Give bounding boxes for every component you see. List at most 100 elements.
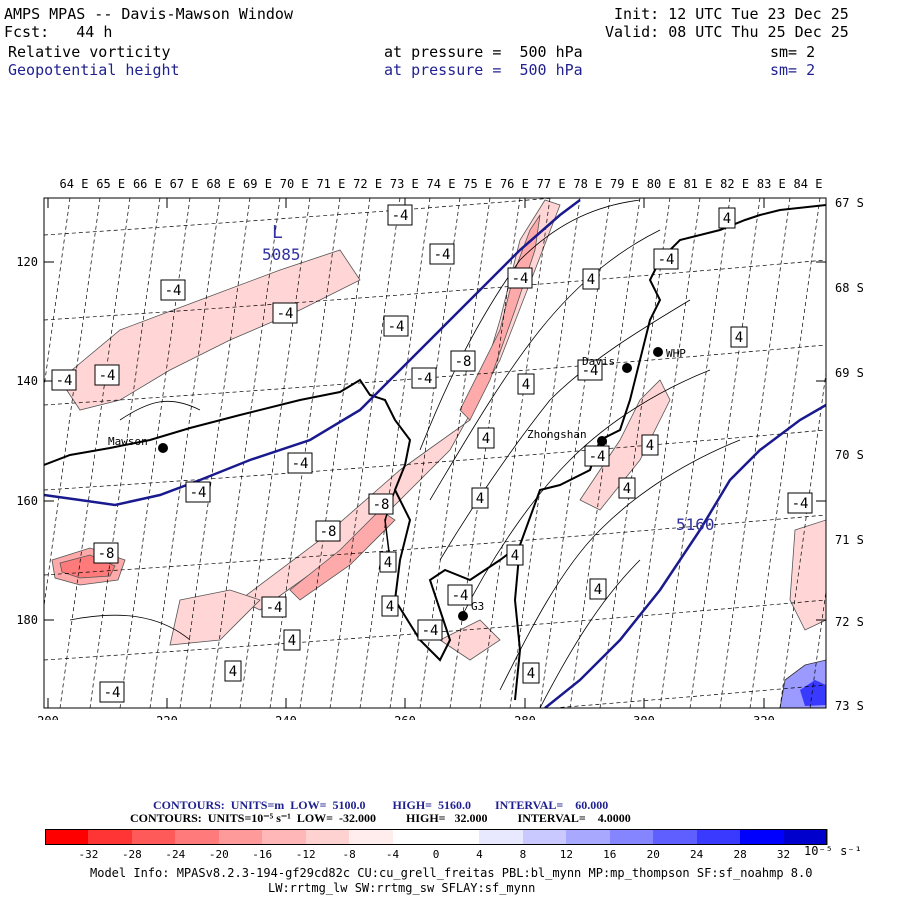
y-axis-label: 140 (16, 374, 38, 388)
model-info: Model Info: MPASv8.2.3-194-gf29cd82c CU:… (90, 866, 813, 880)
field2-level: at pressure = 500 hPa (384, 61, 583, 79)
lon-label: 77 E (537, 177, 566, 191)
lon-label: 74 E (427, 177, 456, 191)
lon-label: 73 E (390, 177, 419, 191)
vorticity-label: 4 (471, 487, 489, 509)
station-davis[interactable]: Davis (582, 355, 632, 373)
lon-label: 65 E (96, 177, 125, 191)
color-bar-tick: 16 (603, 848, 617, 861)
svg-text:-4: -4 (416, 371, 433, 387)
svg-text:4: 4 (511, 548, 519, 564)
color-bar-tick: -16 (252, 848, 273, 861)
vorticity-label: 4 (589, 578, 607, 600)
station-zhongshan[interactable]: Zhongshan (527, 428, 607, 446)
lon-label: 64 E (60, 177, 89, 191)
height-contour-info: CONTOURS: UNITS=m LOW= 5100.0 HIGH= 5160… (153, 798, 609, 812)
field2-smoothing: sm= 2 (770, 61, 816, 79)
vorticity-label: -4 (185, 481, 211, 503)
lon-label: 66 E (133, 177, 162, 191)
svg-text:4: 4 (522, 377, 530, 393)
x-axis-label: 320 (753, 714, 775, 720)
x-axis-label: 280 (514, 714, 536, 720)
vorticity-label: -4 (51, 369, 77, 391)
svg-text:Davis: Davis (582, 355, 615, 368)
vorticity-label: -8 (368, 493, 394, 515)
field1-smoothing: sm= 2 (770, 43, 816, 61)
lon-label: 76 E (500, 177, 529, 191)
color-bar-tick: -4 (385, 848, 400, 861)
svg-text:-4: -4 (512, 271, 529, 287)
vorticity-label: -8 (450, 350, 476, 372)
svg-text:-4: -4 (589, 449, 606, 465)
vorticity-label: -4 (383, 315, 409, 337)
lon-label: 84 E (794, 177, 823, 191)
coastline (44, 204, 826, 662)
lon-label: 67 E (170, 177, 199, 191)
x-axis-label: 300 (633, 714, 655, 720)
vorticity-label: 4 (224, 660, 242, 682)
valid-time: Valid: 08 UTC Thu 25 Dec 25 (605, 23, 849, 41)
svg-text:G3: G3 (471, 600, 484, 613)
color-bar-cell (783, 829, 829, 845)
vorticity-label: 4 (718, 207, 736, 229)
svg-text:4: 4 (386, 599, 394, 615)
color-bar-tick: 12 (559, 848, 573, 861)
color-bar-tick: -32 (78, 848, 99, 861)
lat-label: 71 S (835, 533, 864, 547)
svg-text:-4: -4 (658, 252, 675, 268)
x-axis-label: 200 (37, 714, 59, 720)
svg-text:WHP: WHP (666, 347, 686, 360)
svg-text:-4: -4 (104, 685, 121, 701)
forecast-hour: Fcst: 44 h (4, 23, 113, 41)
low-marker: L (272, 222, 283, 243)
height-contour-5100 (44, 199, 581, 507)
svg-text:-4: -4 (165, 283, 182, 299)
svg-text:4: 4 (482, 431, 490, 447)
station-whp[interactable]: WHP (653, 347, 686, 360)
field1-name: Relative vorticity (8, 43, 171, 61)
svg-text:-4: -4 (452, 588, 469, 604)
vorticity-label: 4 (506, 544, 524, 566)
lon-label: 70 E (280, 177, 309, 191)
vorticity-label: -4 (272, 302, 298, 324)
x-axis-label: 260 (394, 714, 416, 720)
y-axis-label: 120 (16, 255, 38, 269)
svg-text:4: 4 (723, 211, 731, 227)
svg-text:-4: -4 (422, 623, 439, 639)
lat-label: 69 S (835, 366, 864, 380)
svg-text:-4: -4 (292, 456, 309, 472)
svg-text:4: 4 (594, 582, 602, 598)
svg-text:4: 4 (476, 491, 484, 507)
forecast-map: 64 E 65 E 66 E 67 E 68 E 69 E 70 E 71 E 72 E 73 E… (16, 177, 864, 720)
svg-text:4: 4 (229, 664, 237, 680)
vorticity-label: -4 (99, 681, 125, 703)
color-bar-tick: 8 (519, 848, 527, 861)
svg-text:-4: -4 (99, 368, 116, 384)
vorticity-label: -4 (411, 367, 437, 389)
svg-text:-8: -8 (320, 524, 337, 540)
y-axis-label: 180 (16, 613, 38, 627)
x-axis-label: 220 (156, 714, 178, 720)
lat-label: 73 S (835, 699, 864, 713)
vorticity-label: 4 (477, 427, 495, 449)
svg-text:4: 4 (735, 330, 743, 346)
station-g3[interactable]: G3 (458, 600, 484, 621)
height-contour-label: 5160 (676, 515, 715, 534)
svg-text:4: 4 (527, 666, 535, 682)
svg-text:4: 4 (587, 272, 595, 288)
vorticity-label: -4 (387, 204, 413, 226)
vorticity-label: -4 (787, 492, 813, 514)
lon-label: 82 E (720, 177, 749, 191)
vorticity-label: -4 (417, 619, 443, 641)
color-bar-tick: -12 (295, 848, 316, 861)
vorticity-label: -8 (93, 542, 119, 564)
station-mawson[interactable]: Mawson (108, 435, 168, 453)
vorticity-label: 4 (582, 268, 600, 290)
lon-label: 71 E (316, 177, 345, 191)
low-value: 5085 (262, 245, 301, 264)
vorticity-label: 4 (379, 551, 397, 573)
color-bar-tick: -28 (121, 848, 142, 861)
svg-text:4: 4 (384, 555, 392, 571)
vorticity-label: -4 (584, 445, 610, 467)
color-bar-tick: 32 (776, 848, 791, 861)
